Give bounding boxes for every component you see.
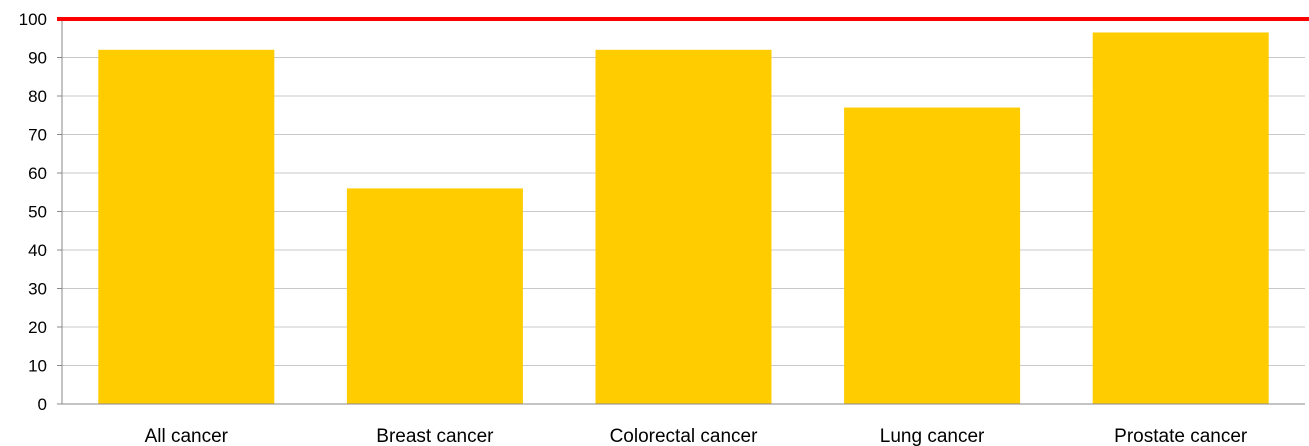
bars bbox=[98, 32, 1269, 405]
y-tick-label: 100 bbox=[19, 10, 47, 29]
y-tick-label: 70 bbox=[28, 126, 47, 145]
x-category-label: All cancer bbox=[145, 426, 229, 446]
y-tick-label: 90 bbox=[28, 49, 47, 68]
y-tick-label: 60 bbox=[28, 164, 47, 183]
y-tick-label: 30 bbox=[28, 280, 47, 299]
x-category-label: Prostate cancer bbox=[1114, 426, 1248, 446]
y-tick-label: 80 bbox=[28, 87, 47, 106]
bar bbox=[98, 49, 275, 405]
x-category-label: Breast cancer bbox=[376, 426, 494, 446]
y-tick-label: 40 bbox=[28, 241, 47, 260]
y-tick-label: 50 bbox=[28, 203, 47, 222]
y-tick-labels: 0 10 20 30 40 50 60 70 80 90 100 bbox=[19, 10, 47, 414]
x-category-label: Lung cancer bbox=[880, 426, 985, 446]
bar bbox=[1092, 32, 1269, 404]
y-tick-label: 20 bbox=[28, 318, 47, 337]
y-tick-label: 0 bbox=[38, 395, 47, 414]
x-category-label: Colorectal cancer bbox=[610, 426, 759, 446]
x-category-labels: All cancer Breast cancer Colorectal cancer… bbox=[145, 426, 1248, 446]
axes bbox=[57, 18, 1305, 405]
y-tick-label: 10 bbox=[28, 357, 47, 376]
bar bbox=[844, 107, 1021, 405]
bar bbox=[595, 49, 772, 405]
bar bbox=[346, 188, 523, 404]
